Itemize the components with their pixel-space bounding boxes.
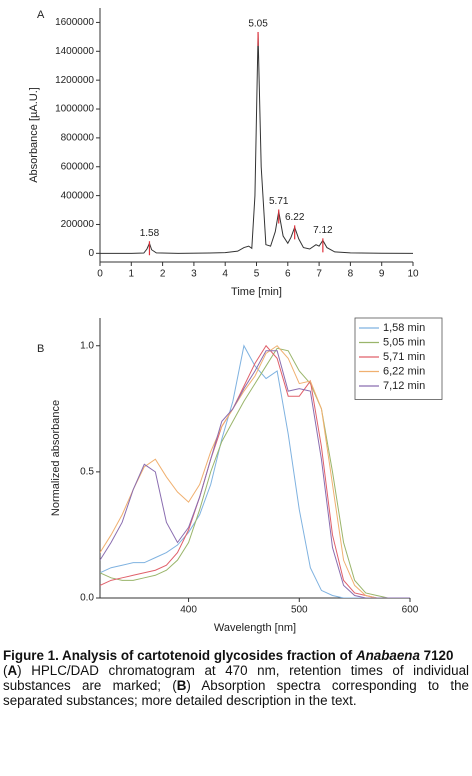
series-line xyxy=(100,344,410,598)
peak-label: 1.58 xyxy=(140,228,160,239)
y-tick-label: 0 xyxy=(88,248,94,259)
legend-label: 1,58 min xyxy=(383,322,425,334)
caption-text: ( xyxy=(3,663,8,678)
x-tick-label: 5 xyxy=(254,269,260,280)
peak-label: 5.05 xyxy=(248,19,268,30)
series-line xyxy=(100,33,413,254)
legend-label: 5,05 min xyxy=(383,336,425,348)
peak-label: 5.71 xyxy=(269,196,289,207)
legend-label: 5,71 min xyxy=(383,351,425,363)
y-tick-label: 1000000 xyxy=(55,104,94,115)
caption-text: ) HPLC/DAD chromatogram at 470 nm, reten… xyxy=(3,663,469,693)
caption-text: ) Absorption spectra corresponding to th… xyxy=(3,678,469,708)
y-tick-label: 600000 xyxy=(61,161,95,172)
x-tick-label: 7 xyxy=(316,269,322,280)
y-tick-label: 200000 xyxy=(61,219,95,230)
y-tick-label: 1200000 xyxy=(55,75,94,86)
panel-label: B xyxy=(37,343,44,355)
x-tick-label: 400 xyxy=(180,605,197,616)
x-tick-label: 4 xyxy=(222,269,228,280)
x-tick-label: 600 xyxy=(402,605,419,616)
series-line xyxy=(100,345,410,598)
y-tick-label: 1.0 xyxy=(80,340,94,351)
figure: A 0 200000 400000 600000 800000 1000000 1200000… xyxy=(28,8,443,634)
x-tick-label: 10 xyxy=(407,269,419,280)
caption-text: Figure 1. Analysis of cartotenoid glycos… xyxy=(3,648,356,663)
y-tick-label: 0.0 xyxy=(80,593,94,604)
caption-body: (A) HPLC/DAD chromatogram at 470 nm, ret… xyxy=(3,663,469,708)
caption-title: Figure 1. Analysis of cartotenoid glycos… xyxy=(3,648,469,663)
y-tick-label: 1400000 xyxy=(55,46,94,57)
caption: Figure 1. Analysis of cartotenoid glycos… xyxy=(3,648,469,708)
series-line xyxy=(100,347,410,598)
caption-bold: B xyxy=(176,678,187,693)
x-tick-label: 1 xyxy=(129,269,135,280)
x-tick-label: 9 xyxy=(379,269,385,280)
x-tick-label: 6 xyxy=(285,269,291,280)
y-tick-label: 0.5 xyxy=(80,467,94,478)
y-tick-label: 1600000 xyxy=(55,17,94,28)
y-tick-label: 800000 xyxy=(61,133,95,144)
x-tick-label: 3 xyxy=(191,269,197,280)
series-line xyxy=(100,344,410,598)
x-tick-label: 2 xyxy=(160,269,166,280)
legend-label: 7,12 min xyxy=(383,380,425,392)
x-tick-label: 500 xyxy=(291,605,308,616)
y-axis-label: Normalized absorbance xyxy=(50,400,62,516)
y-tick-label: 400000 xyxy=(61,190,95,201)
caption-italic: Anabaena xyxy=(355,648,420,663)
x-tick-label: 0 xyxy=(97,269,103,280)
y-axis-label: Absorbance [µA.U.] xyxy=(28,87,40,183)
panel-label: A xyxy=(37,9,45,21)
x-axis-label: Wavelength [nm] xyxy=(214,622,296,634)
x-axis-label: Time [min] xyxy=(231,286,282,298)
x-tick-label: 8 xyxy=(348,269,354,280)
caption-text: 7120 xyxy=(419,648,454,663)
peak-label: 6.22 xyxy=(285,212,305,223)
peak-label: 7.12 xyxy=(313,225,333,236)
legend-label: 6,22 min xyxy=(383,365,425,377)
caption-bold: A xyxy=(7,663,18,678)
series-line xyxy=(100,350,410,598)
